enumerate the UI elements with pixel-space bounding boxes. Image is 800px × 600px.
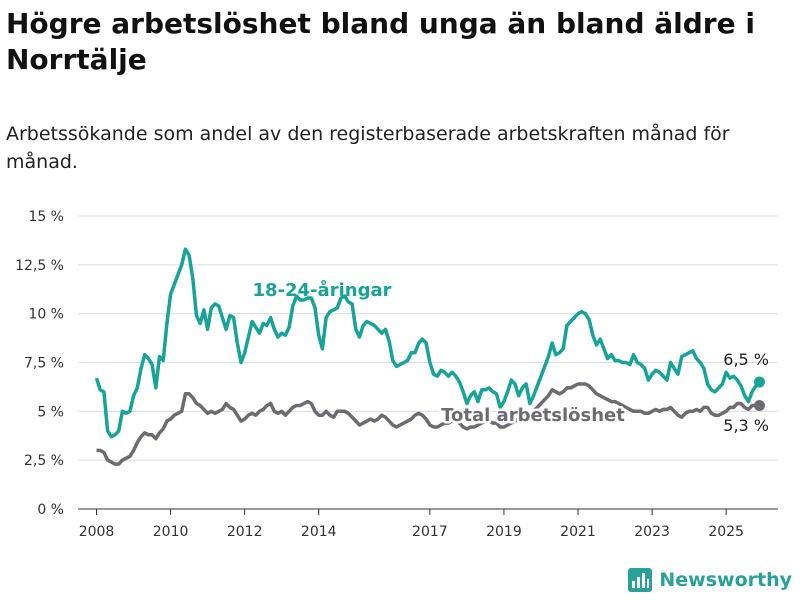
y-tick-label: 2,5 %	[24, 453, 64, 469]
y-tick-label: 15 %	[28, 209, 64, 225]
x-tick-label: 2012	[227, 524, 263, 540]
series-lines	[94, 247, 765, 466]
y-tick-label: 7,5 %	[24, 356, 64, 372]
series-end-point	[753, 376, 765, 388]
series-labels: 18-24-åringar Total arbetslöshet 6,5 % 5,3 …	[253, 279, 769, 435]
series-end-point	[753, 399, 765, 411]
x-tick-label: 2019	[486, 524, 522, 540]
brand-name: Newsworthy	[659, 569, 792, 591]
chart-subtitle: Arbetssökande som andel av den registerb…	[6, 123, 730, 173]
page-title: Högre arbetslöshet bland unga än bland ä…	[6, 7, 755, 76]
x-tick-label: 2021	[560, 524, 596, 540]
series-line	[94, 247, 761, 439]
x-tick-label: 2008	[79, 524, 115, 540]
brand-logo: Newsworthy	[627, 566, 792, 594]
y-tick-label: 5 %	[37, 404, 64, 420]
y-tick-label: 12,5 %	[15, 258, 64, 274]
series-label-youth: 18-24-åringar	[253, 279, 392, 301]
y-tick-label: 10 %	[28, 307, 64, 323]
x-tick-label: 2025	[708, 524, 744, 540]
x-tick-label: 2010	[153, 524, 189, 540]
x-tick-label: 2023	[634, 524, 670, 540]
series-label-total: Total arbetslöshet	[441, 405, 625, 426]
y-tick-label: 0 %	[37, 502, 64, 518]
end-value-label-youth: 6,5 %	[723, 350, 769, 369]
x-tick-label: 2014	[301, 524, 337, 540]
newsworthy-logo-icon	[628, 568, 653, 592]
x-axis-ticks: 2008 2010 2012 2014 2017 2019 2021 2023 2025	[79, 509, 744, 540]
series-line	[96, 382, 760, 466]
y-axis-ticks: 0 % 2,5 % 5 % 7,5 % 10 % 12,5 % 15 %	[15, 209, 64, 518]
end-value-label-total: 5,3 %	[723, 416, 769, 435]
x-tick-label: 2017	[412, 524, 448, 540]
